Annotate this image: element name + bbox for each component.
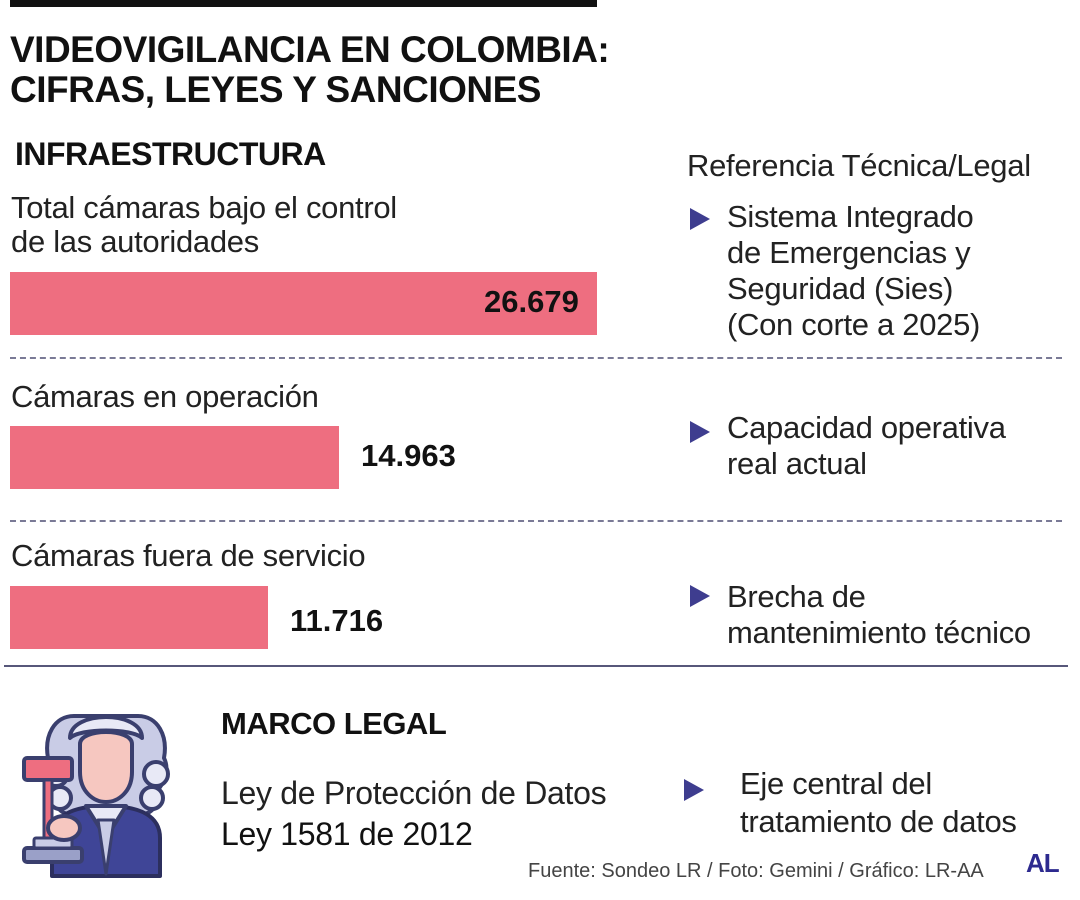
section-divider <box>4 665 1068 667</box>
value-label-operacion: 14.963 <box>361 438 456 473</box>
law-name: Ley de Protección de Datos <box>221 775 607 811</box>
arrow-right-icon <box>684 779 704 801</box>
row-divider-1 <box>10 357 1062 359</box>
reference-sies-line-3: Seguridad (Sies) <box>727 271 954 306</box>
bar-label-total: Total cámaras bajo el control de las aut… <box>11 191 397 259</box>
bar-label-total-line-2: de las autoridades <box>11 224 259 259</box>
bar-label-operacion: Cámaras en operación <box>11 380 319 414</box>
reference-eje-central-line-2: tratamiento de datos <box>740 804 1017 839</box>
arrow-right-icon <box>690 421 710 443</box>
reference-sies: Sistema Integrado de Emergencias y Segur… <box>727 199 980 343</box>
bar-fuera-servicio <box>10 586 268 649</box>
bar-operacion <box>10 426 339 489</box>
page-title: VIDEOVIGILANCIA EN COLOMBIA: CIFRAS, LEY… <box>10 30 650 110</box>
arrow-right-icon <box>690 208 710 230</box>
section-infraestructura-heading: INFRAESTRUCTURA <box>15 136 326 172</box>
value-label-fuera-servicio: 11.716 <box>290 603 384 638</box>
logo-al: AL <box>1026 848 1060 878</box>
bar-label-total-line-1: Total cámaras bajo el control <box>11 190 397 225</box>
reference-header: Referencia Técnica/Legal <box>687 148 1031 183</box>
reference-sies-line-2: de Emergencias y <box>727 235 971 270</box>
title-line-2: CIFRAS, LEYES Y SANCIONES <box>10 69 541 110</box>
reference-sies-line-1: Sistema Integrado <box>727 199 974 234</box>
reference-capacidad-line-1: Capacidad operativa <box>727 410 1006 445</box>
reference-sies-line-4: (Con corte a 2025) <box>727 307 981 342</box>
law-number: Ley 1581 de 2012 <box>221 816 473 852</box>
reference-brecha-line-1: Brecha de <box>727 579 866 614</box>
source-credit: Fuente: Sondeo LR / Foto: Gemini / Gráfi… <box>528 860 984 882</box>
reference-capacidad: Capacidad operativa real actual <box>727 410 1006 482</box>
top-rule <box>10 0 597 7</box>
reference-brecha-line-2: mantenimiento técnico <box>727 615 1031 650</box>
reference-eje-central: Eje central del tratamiento de datos <box>740 765 1017 841</box>
bar-label-operacion-line-1: Cámaras en operación <box>11 379 319 414</box>
bar-total <box>10 272 597 335</box>
row-divider-2 <box>10 520 1062 522</box>
reference-capacidad-line-2: real actual <box>727 446 867 481</box>
value-label-total: 26.679 <box>484 284 579 319</box>
bar-label-fuera-servicio-line-1: Cámaras fuera de servicio <box>11 538 366 573</box>
arrow-right-icon <box>690 585 710 607</box>
judge-with-gavel-icon <box>22 714 170 878</box>
reference-eje-central-line-1: Eje central del <box>740 766 932 801</box>
reference-brecha: Brecha de mantenimiento técnico <box>727 579 1031 651</box>
marco-legal-heading: MARCO LEGAL <box>221 706 447 741</box>
bar-label-fuera-servicio: Cámaras fuera de servicio <box>11 538 366 573</box>
title-line-1: VIDEOVIGILANCIA EN COLOMBIA: <box>10 29 610 70</box>
